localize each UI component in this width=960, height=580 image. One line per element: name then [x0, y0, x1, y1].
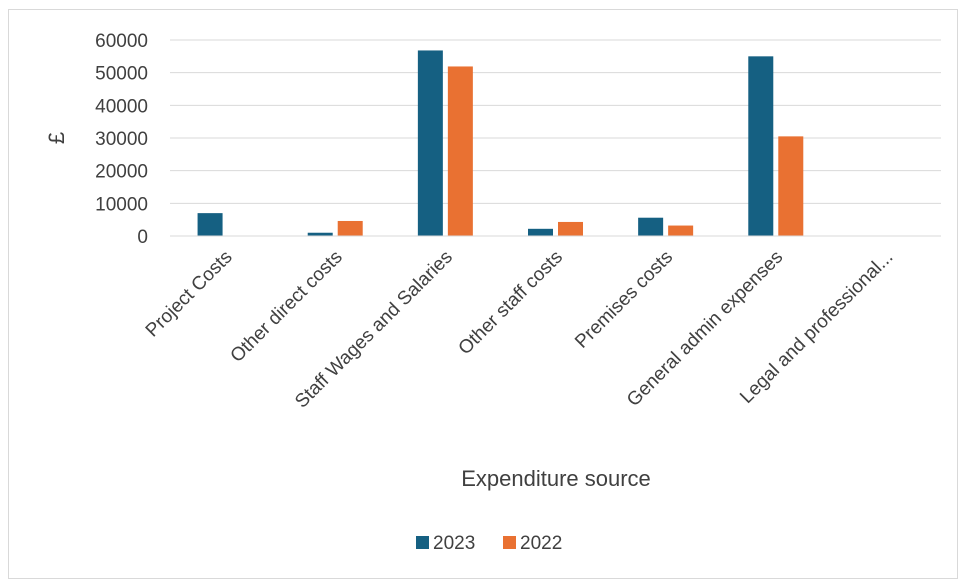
y-tick-label: 20000 [95, 162, 148, 183]
bar-2022-2 [447, 66, 473, 237]
y-axis-title: £ [44, 132, 69, 144]
x-tick-label: Other staff costs [455, 247, 567, 359]
gridlines [170, 39, 941, 204]
y-axis-tick-labels: 0 10000 20000 30000 40000 50000 60000 [95, 31, 148, 248]
y-tick-label: 0 [137, 227, 148, 248]
x-axis-title: Expenditure source [461, 466, 651, 491]
bar-2023-4 [638, 217, 664, 236]
legend-swatch-2022 [503, 536, 516, 549]
legend-label-2023: 2023 [433, 533, 475, 554]
y-tick-label: 40000 [95, 96, 148, 117]
chart-frame [8, 9, 958, 579]
x-tick-label: Other direct costs [227, 247, 347, 367]
bar-2022-4 [668, 225, 694, 236]
y-tick-label: 30000 [95, 129, 148, 150]
y-tick-label: 10000 [95, 194, 148, 215]
bar-2022-5 [778, 136, 804, 236]
legend: 2023 2022 [416, 533, 562, 554]
bar-2023-5 [748, 56, 774, 237]
bar-2023-1 [307, 232, 333, 236]
bar-2022-3 [558, 221, 583, 236]
legend-swatch-2023 [416, 536, 429, 549]
y-tick-label: 60000 [95, 31, 148, 52]
bar-2023-0 [197, 213, 223, 236]
y-tick-label: 50000 [95, 64, 148, 85]
bar-2023-3 [528, 228, 553, 236]
x-tick-label: Project Costs [142, 247, 237, 342]
legend-label-2022: 2022 [520, 533, 562, 554]
bars [197, 50, 804, 237]
bar-2022-1 [337, 220, 363, 236]
bar-2023-2 [417, 50, 443, 236]
x-tick-label: Premises costs [571, 247, 677, 353]
